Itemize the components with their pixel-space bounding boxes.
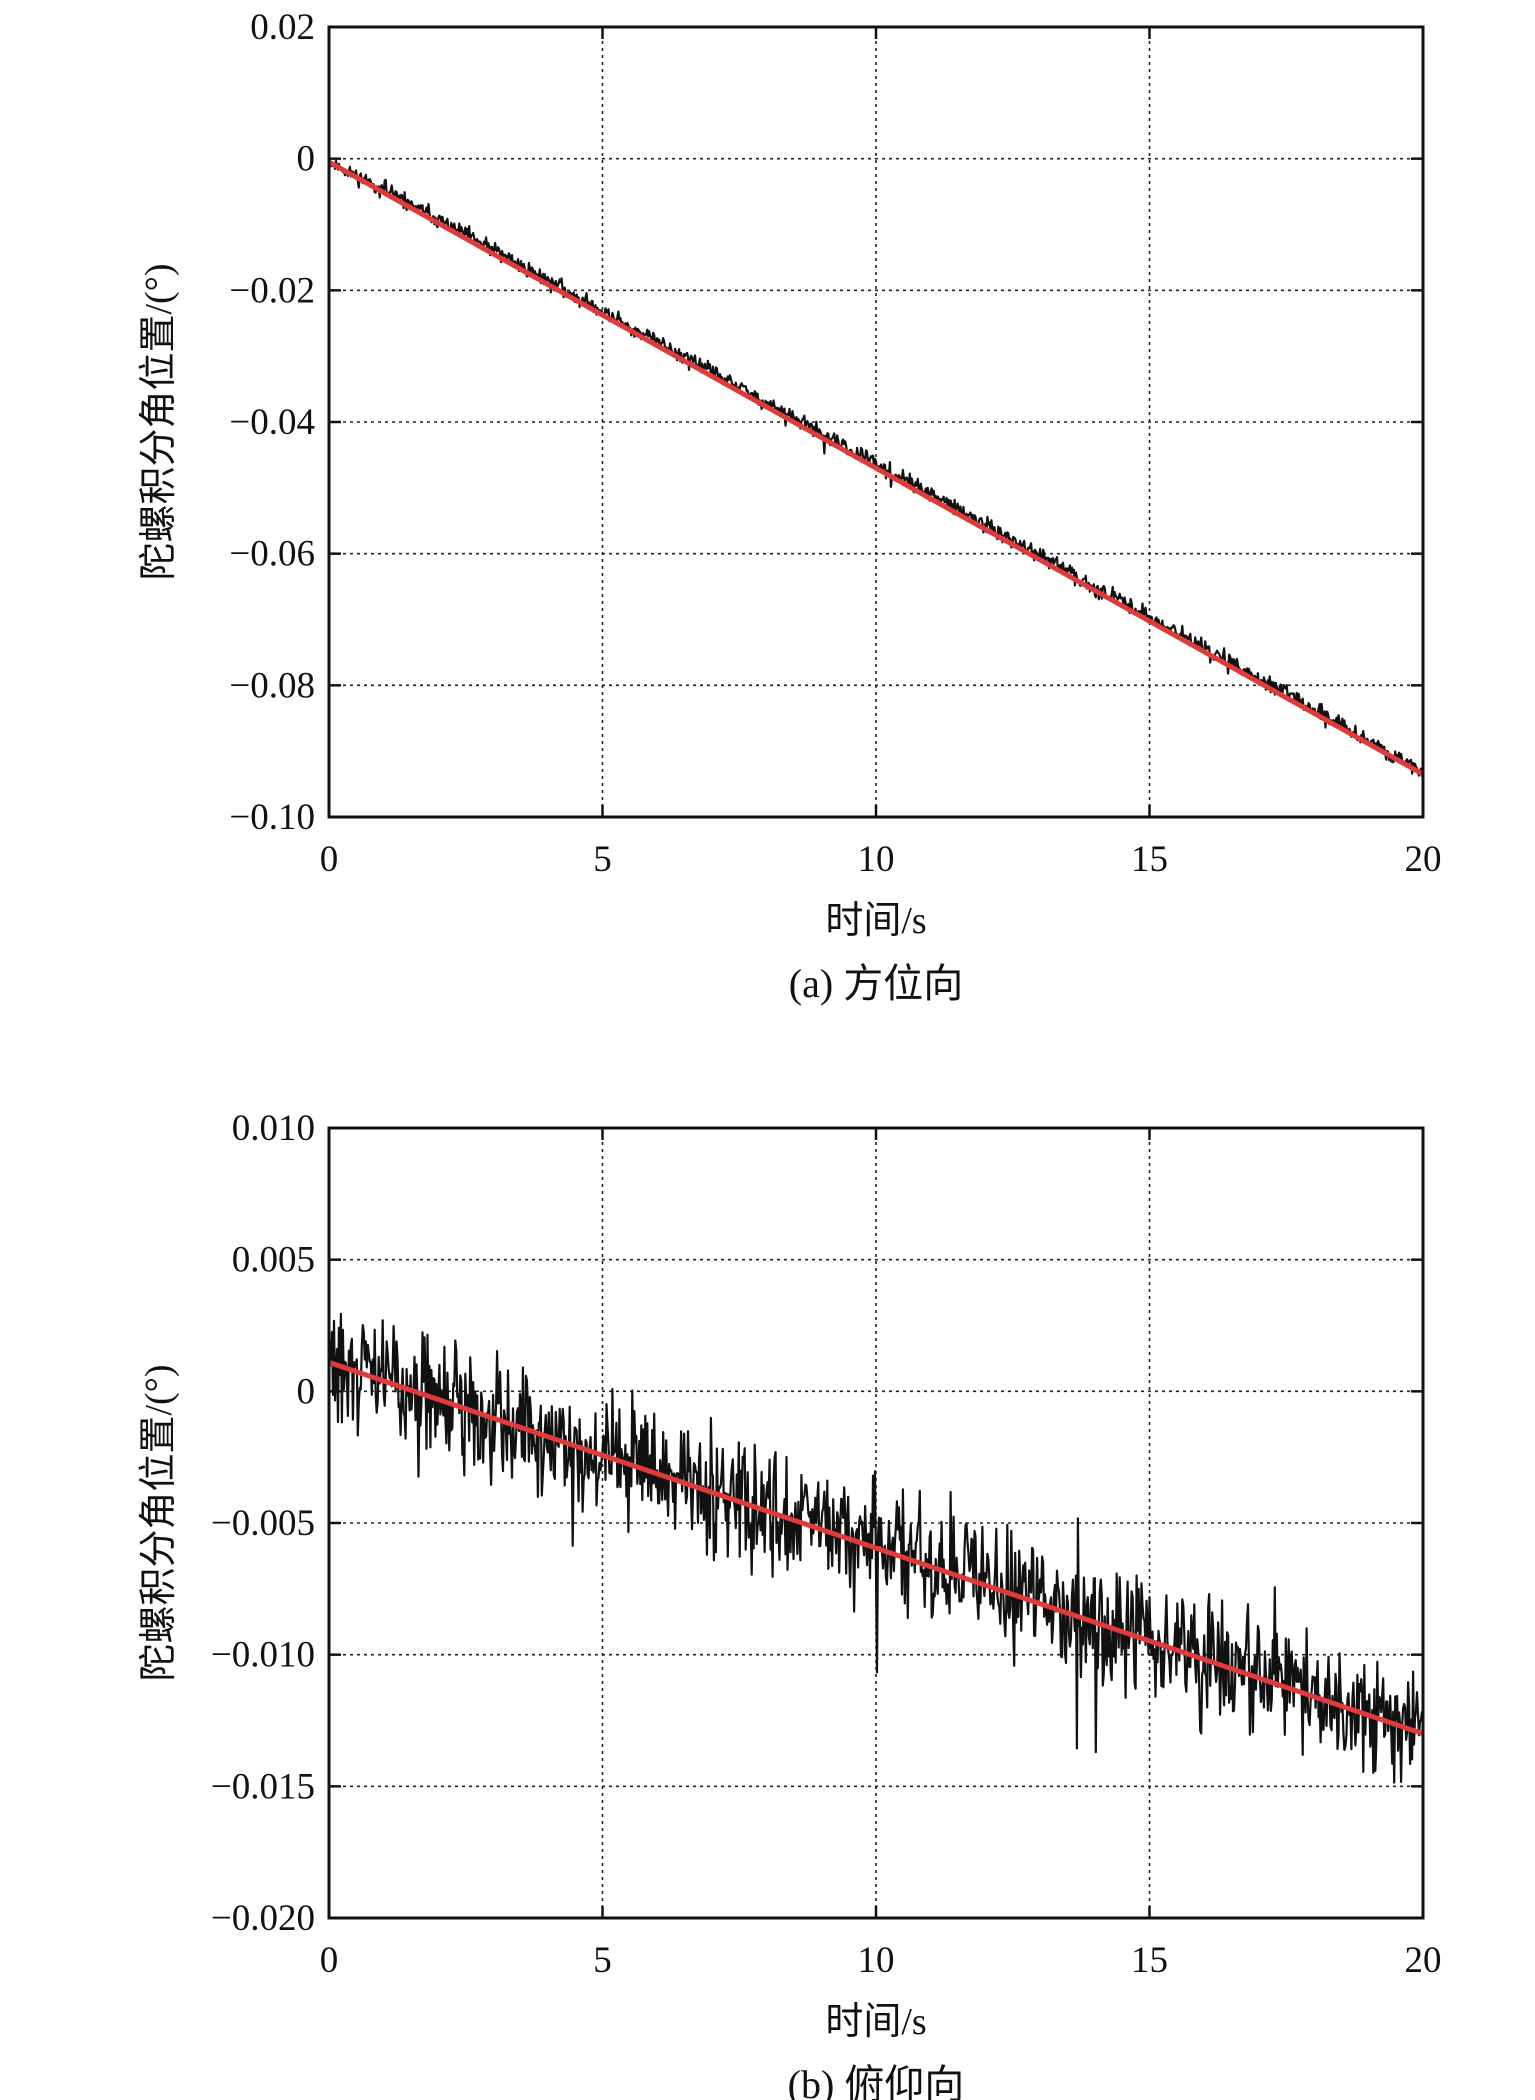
x-tick-label: 10 [858,1940,895,1981]
x-tick-label: 10 [858,839,895,880]
x-axis-label: 时间/s [825,2001,926,2043]
y-tick-label: −0.02 [229,270,315,311]
x-tick-label: 0 [320,1940,339,1981]
chart-caption: (a) 方位向 [789,961,963,1006]
series-line-fit [328,1360,1424,1737]
series-layer [327,159,1425,777]
x-tick-label: 15 [1131,1940,1168,1981]
y-tick-label: −0.10 [229,797,315,838]
y-tick-label: −0.04 [229,402,315,443]
y-tick-label: −0.015 [211,1766,315,1807]
x-tick-label: 5 [593,1940,612,1981]
y-tick-label: −0.010 [211,1635,315,1676]
x-tick-label: 20 [1405,1940,1442,1981]
y-tick-label: 0.010 [232,1108,315,1149]
y-tick-label: −0.08 [229,665,315,706]
y-tick-label: −0.06 [229,534,315,575]
y-tick-label: 0 [297,139,316,180]
chart-caption: (b) 俯仰向 [788,2062,965,2100]
x-axis-label: 时间/s [825,900,926,942]
y-axis-label: 陀螺积分角位置/(°) [138,263,180,580]
y-tick-label: 0 [297,1371,316,1412]
chart-panel-b: 0 5 10 15 20 0.010 0.005 0 −0.005 −0.010 −0.015 −0.… [138,1108,1442,2100]
y-tick-label: −0.020 [211,1898,315,1939]
y-tick-label: 0.005 [232,1240,315,1281]
y-axis-label: 陀螺积分角位置/(°) [138,1364,180,1681]
y-tick-label: −0.005 [211,1503,315,1544]
series-line-measured [328,1312,1425,1784]
x-tick-label: 5 [593,839,612,880]
chart-panel-a: 0 5 10 15 20 0.02 0 −0.02 −0.04 −0.06 −0.08 −0.10 时… [138,7,1442,1006]
series-layer [328,1312,1425,1784]
grid [329,27,1423,817]
x-tick-label: 20 [1405,839,1442,880]
series-line-fit [327,159,1425,777]
y-tick-label: 0.02 [250,7,315,48]
x-tick-label: 15 [1131,839,1168,880]
ticks: 0 5 10 15 20 0.010 0.005 0 −0.005 −0.010 −0.015 −0.… [211,1108,1442,1981]
x-tick-label: 0 [320,839,339,880]
ticks: 0 5 10 15 20 0.02 0 −0.02 −0.04 −0.06 −0.08 −0.10 [229,7,1441,880]
